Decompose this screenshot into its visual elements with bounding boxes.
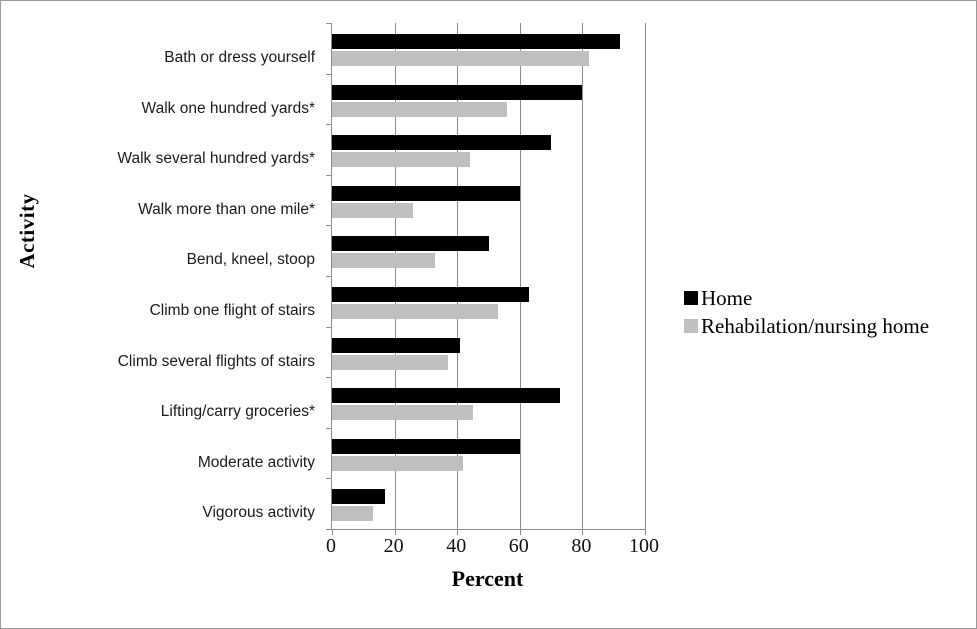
bar-rehab <box>332 253 436 269</box>
bar-rehab <box>332 202 414 218</box>
bar-rehab <box>332 304 498 319</box>
bar-rehab <box>332 506 373 522</box>
gridline <box>457 23 459 529</box>
x-axis-tick-label: 40 <box>446 535 467 557</box>
x-axis-tick <box>332 529 333 535</box>
x-axis-tick <box>457 529 459 535</box>
gridline <box>519 23 521 529</box>
x-axis-tick-label: 0 <box>326 535 336 557</box>
x-axis-tick-label: 60 <box>508 535 529 557</box>
y-axis-tick <box>326 74 332 75</box>
gridline <box>645 23 646 529</box>
category-label: Walk several hundred yards* <box>117 150 315 168</box>
y-axis-tick <box>326 175 332 176</box>
y-axis-tick <box>326 276 332 277</box>
chart-legend: Home Rehabilation/nursing home <box>684 284 929 340</box>
legend-swatch-icon <box>684 291 698 305</box>
x-axis-tick <box>519 529 521 535</box>
x-axis-tick <box>582 529 584 535</box>
bar-home <box>332 489 386 505</box>
y-axis-tick <box>326 478 332 479</box>
category-label: Bend, kneel, stoop <box>186 251 315 269</box>
bar-home <box>332 287 530 302</box>
y-axis-tick <box>326 225 332 226</box>
bar-home <box>332 84 583 100</box>
legend-item[interactable]: Home <box>684 284 929 312</box>
legend-label: Home <box>701 285 753 310</box>
bar-rehab <box>332 455 464 471</box>
bar-rehab <box>332 51 589 66</box>
legend-swatch-icon <box>684 319 698 333</box>
x-axis-tick-label: 20 <box>383 535 404 557</box>
y-axis-tick <box>326 23 332 24</box>
gridline <box>394 23 396 529</box>
bar-rehab <box>332 101 508 117</box>
bar-rehab <box>332 354 448 370</box>
bar-home <box>332 135 552 151</box>
bar-home <box>332 34 620 49</box>
x-axis-title: Percent <box>451 566 524 591</box>
category-label: Walk more than one mile* <box>138 200 315 218</box>
y-axis-title: Activity <box>15 193 39 269</box>
category-label: Vigorous activity <box>202 504 315 522</box>
category-axis-labels: Bath or dress yourself Walk one hundred y… <box>61 23 323 529</box>
x-axis-tick-label: 80 <box>571 535 592 557</box>
y-axis-tick <box>326 124 332 125</box>
category-label: Climb several flights of stairs <box>117 352 315 370</box>
category-label: Moderate activity <box>197 453 315 471</box>
bar-rehab <box>332 405 473 421</box>
x-axis-tick <box>645 529 646 535</box>
gridline <box>582 23 584 529</box>
x-axis-tick-label: 100 <box>629 535 659 557</box>
category-label: Lifting/carry groceries* <box>160 403 315 421</box>
bar-home <box>332 185 520 201</box>
bar-home <box>332 236 489 252</box>
y-axis-tick <box>326 327 332 328</box>
bar-home <box>332 337 461 353</box>
y-axis-tick <box>326 428 332 429</box>
bar-home <box>332 388 561 404</box>
plot-area <box>326 23 646 535</box>
y-axis-tick <box>326 529 332 530</box>
legend-label: Rehabilation/nursing home <box>701 313 930 338</box>
bar-home <box>332 438 520 454</box>
legend-item[interactable]: Rehabilation/nursing home <box>684 312 929 340</box>
category-label: Walk one hundred yards* <box>141 99 315 117</box>
bar-rehab <box>332 152 470 168</box>
y-axis-tick <box>326 377 332 378</box>
x-axis-tick <box>394 529 396 535</box>
category-label: Bath or dress yourself <box>164 49 315 66</box>
category-label: Climb one flight of stairs <box>149 302 315 319</box>
